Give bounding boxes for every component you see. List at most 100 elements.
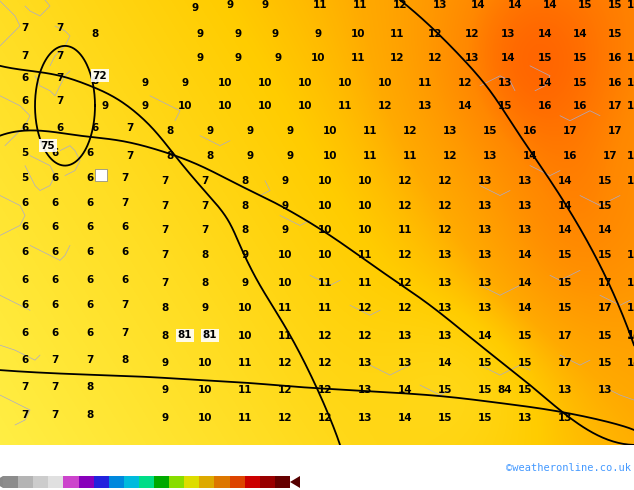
Text: 6: 6: [86, 275, 94, 285]
Text: -8: -8: [120, 489, 127, 490]
Text: 8: 8: [86, 382, 94, 392]
Text: 13: 13: [418, 101, 432, 111]
Text: 7: 7: [202, 175, 209, 186]
Text: Height/Temp. 925 hPa [gdpm] ECMWF: Height/Temp. 925 hPa [gdpm] ECMWF: [3, 447, 238, 460]
Text: 10: 10: [217, 101, 232, 111]
Text: 6: 6: [91, 122, 99, 133]
Text: 72: 72: [93, 71, 107, 81]
Text: 12: 12: [358, 331, 372, 341]
Text: 14: 14: [437, 358, 452, 368]
Polygon shape: [290, 476, 300, 488]
Text: 11: 11: [338, 101, 353, 111]
Text: 7: 7: [22, 382, 29, 392]
Text: 14: 14: [558, 175, 573, 186]
Text: 15: 15: [598, 200, 612, 211]
Text: 30: 30: [210, 489, 218, 490]
Text: 11: 11: [403, 150, 417, 161]
Text: 12: 12: [278, 413, 292, 423]
Text: 11: 11: [363, 125, 377, 136]
Text: 15: 15: [573, 78, 587, 88]
Text: 13: 13: [478, 175, 492, 186]
Text: 15: 15: [608, 0, 622, 10]
Text: 11: 11: [358, 250, 372, 260]
Text: 12: 12: [398, 303, 412, 313]
Text: 7: 7: [22, 23, 29, 33]
Text: 10: 10: [258, 101, 272, 111]
Text: 9: 9: [235, 29, 242, 39]
Bar: [79, 476, 94, 488]
Text: 9: 9: [191, 3, 198, 13]
Text: 14: 14: [598, 225, 612, 235]
Text: 15: 15: [437, 385, 452, 395]
Text: 9: 9: [101, 101, 108, 111]
Bar: [184, 476, 199, 488]
Text: 7: 7: [161, 225, 169, 235]
Text: 38: 38: [226, 489, 233, 490]
Text: 6: 6: [86, 222, 94, 232]
Text: 9: 9: [202, 303, 209, 313]
Text: 6: 6: [22, 197, 29, 207]
Text: 10: 10: [351, 29, 365, 39]
Text: 17: 17: [626, 101, 634, 111]
Text: 15: 15: [558, 250, 573, 260]
Text: 10: 10: [238, 303, 252, 313]
Text: 14: 14: [573, 29, 587, 39]
Text: 12: 12: [378, 101, 392, 111]
Text: 15: 15: [518, 385, 533, 395]
Text: 6: 6: [86, 247, 94, 257]
Text: 12: 12: [437, 175, 452, 186]
Text: 14: 14: [626, 331, 634, 341]
Text: 17: 17: [558, 358, 573, 368]
Text: 6: 6: [51, 197, 58, 207]
Text: 10: 10: [198, 358, 212, 368]
Text: 16: 16: [573, 101, 587, 111]
Text: 11: 11: [238, 358, 252, 368]
Text: 6: 6: [22, 96, 29, 106]
Text: 12: 12: [318, 385, 332, 395]
Text: 13: 13: [465, 53, 479, 63]
Text: 15: 15: [558, 303, 573, 313]
Text: 16: 16: [523, 125, 537, 136]
Text: 9: 9: [162, 358, 169, 368]
Text: 12: 12: [403, 125, 417, 136]
Text: 7: 7: [56, 51, 63, 61]
Text: 12: 12: [392, 0, 407, 10]
Text: 15: 15: [538, 53, 552, 63]
Text: 16: 16: [563, 150, 577, 161]
Text: 12: 12: [358, 303, 372, 313]
Text: 17: 17: [607, 101, 623, 111]
Text: 9: 9: [242, 278, 249, 288]
Text: 13: 13: [437, 250, 452, 260]
Text: 10: 10: [338, 78, 353, 88]
Text: 12: 12: [437, 200, 452, 211]
Text: 13: 13: [358, 413, 372, 423]
Text: 13: 13: [518, 225, 533, 235]
Text: 10: 10: [198, 385, 212, 395]
Text: 9: 9: [202, 331, 209, 341]
Text: 7: 7: [161, 175, 169, 186]
Text: 12: 12: [165, 489, 173, 490]
Text: 17: 17: [603, 150, 618, 161]
Text: 6: 6: [22, 247, 29, 257]
Text: 6: 6: [86, 172, 94, 183]
Text: 13: 13: [482, 150, 497, 161]
Text: 14: 14: [518, 250, 533, 260]
Text: 7: 7: [121, 172, 129, 183]
Text: 6: 6: [121, 247, 129, 257]
Text: 9: 9: [162, 385, 169, 395]
Text: 42: 42: [241, 489, 249, 490]
Bar: [33, 476, 48, 488]
Text: 15: 15: [627, 278, 634, 288]
Text: 13: 13: [437, 278, 452, 288]
Bar: [18, 476, 33, 488]
Text: 13: 13: [358, 385, 372, 395]
Text: 8: 8: [242, 200, 249, 211]
Bar: [139, 476, 154, 488]
Text: 13: 13: [518, 200, 533, 211]
Text: 8: 8: [202, 250, 209, 260]
Text: 9: 9: [207, 125, 214, 136]
Text: 6: 6: [51, 147, 58, 158]
Text: 10: 10: [323, 125, 337, 136]
Text: 6: 6: [51, 222, 58, 232]
Text: 13: 13: [598, 385, 612, 395]
